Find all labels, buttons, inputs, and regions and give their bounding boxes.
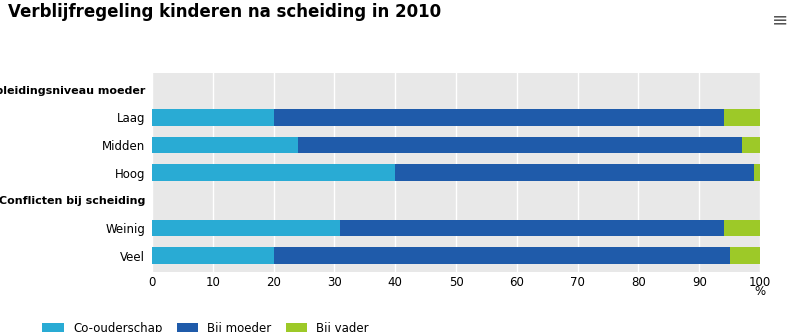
Bar	[152, 137, 298, 153]
Text: %: %	[754, 285, 766, 298]
Bar	[152, 220, 341, 236]
Bar	[723, 220, 760, 236]
Bar	[152, 164, 395, 181]
Text: ≡: ≡	[772, 10, 788, 29]
Bar	[723, 109, 760, 125]
Legend: Co-ouderschap, Bij moeder, Bij vader: Co-ouderschap, Bij moeder, Bij vader	[42, 322, 369, 332]
Bar	[152, 109, 274, 125]
Bar	[152, 247, 274, 264]
Bar	[754, 164, 760, 181]
Bar	[341, 220, 723, 236]
Bar	[742, 137, 760, 153]
Bar	[395, 164, 754, 181]
Bar	[298, 137, 742, 153]
Bar	[274, 109, 723, 125]
Text: Verblijfregeling kinderen na scheiding in 2010: Verblijfregeling kinderen na scheiding i…	[8, 3, 441, 21]
Bar	[274, 247, 730, 264]
Bar	[730, 247, 760, 264]
